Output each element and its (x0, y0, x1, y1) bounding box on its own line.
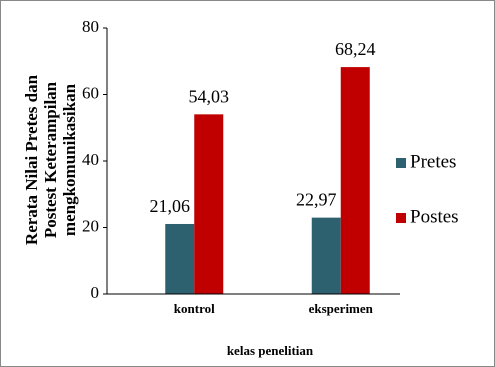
legend-swatch (396, 158, 406, 168)
bar (340, 67, 370, 295)
value-label: 21,06 (150, 196, 191, 216)
bar (165, 223, 195, 294)
y-tick-label: 0 (91, 283, 100, 302)
x-axis-label: kelas penelitian (227, 343, 314, 358)
y-axis-label-line: mengkomunikasikan (60, 83, 79, 236)
legend-label: Postes (410, 206, 459, 227)
value-label: 68,24 (335, 39, 376, 59)
y-axis-label-line: Rerata Nilai Pretes dan (22, 74, 41, 245)
y-axis-label: Rerata Nilai Pretes dan Postest Keterampi… (22, 74, 79, 245)
x-tick-label: kontrol (174, 301, 215, 316)
y-tick-label: 40 (82, 150, 99, 169)
y-tick-label: 80 (82, 17, 99, 36)
value-label: 54,03 (189, 86, 230, 106)
y-axis-label-line: Postest Keterampilan (41, 81, 60, 238)
x-tick-label: eksperimen (309, 301, 374, 316)
legend-swatch (396, 213, 406, 223)
legend-label: Pretes (410, 151, 456, 172)
y-tick-label: 20 (82, 216, 99, 235)
value-label: 22,97 (296, 190, 337, 210)
bar (194, 114, 224, 294)
y-tick-label: 60 (82, 83, 99, 102)
bar (311, 217, 341, 294)
